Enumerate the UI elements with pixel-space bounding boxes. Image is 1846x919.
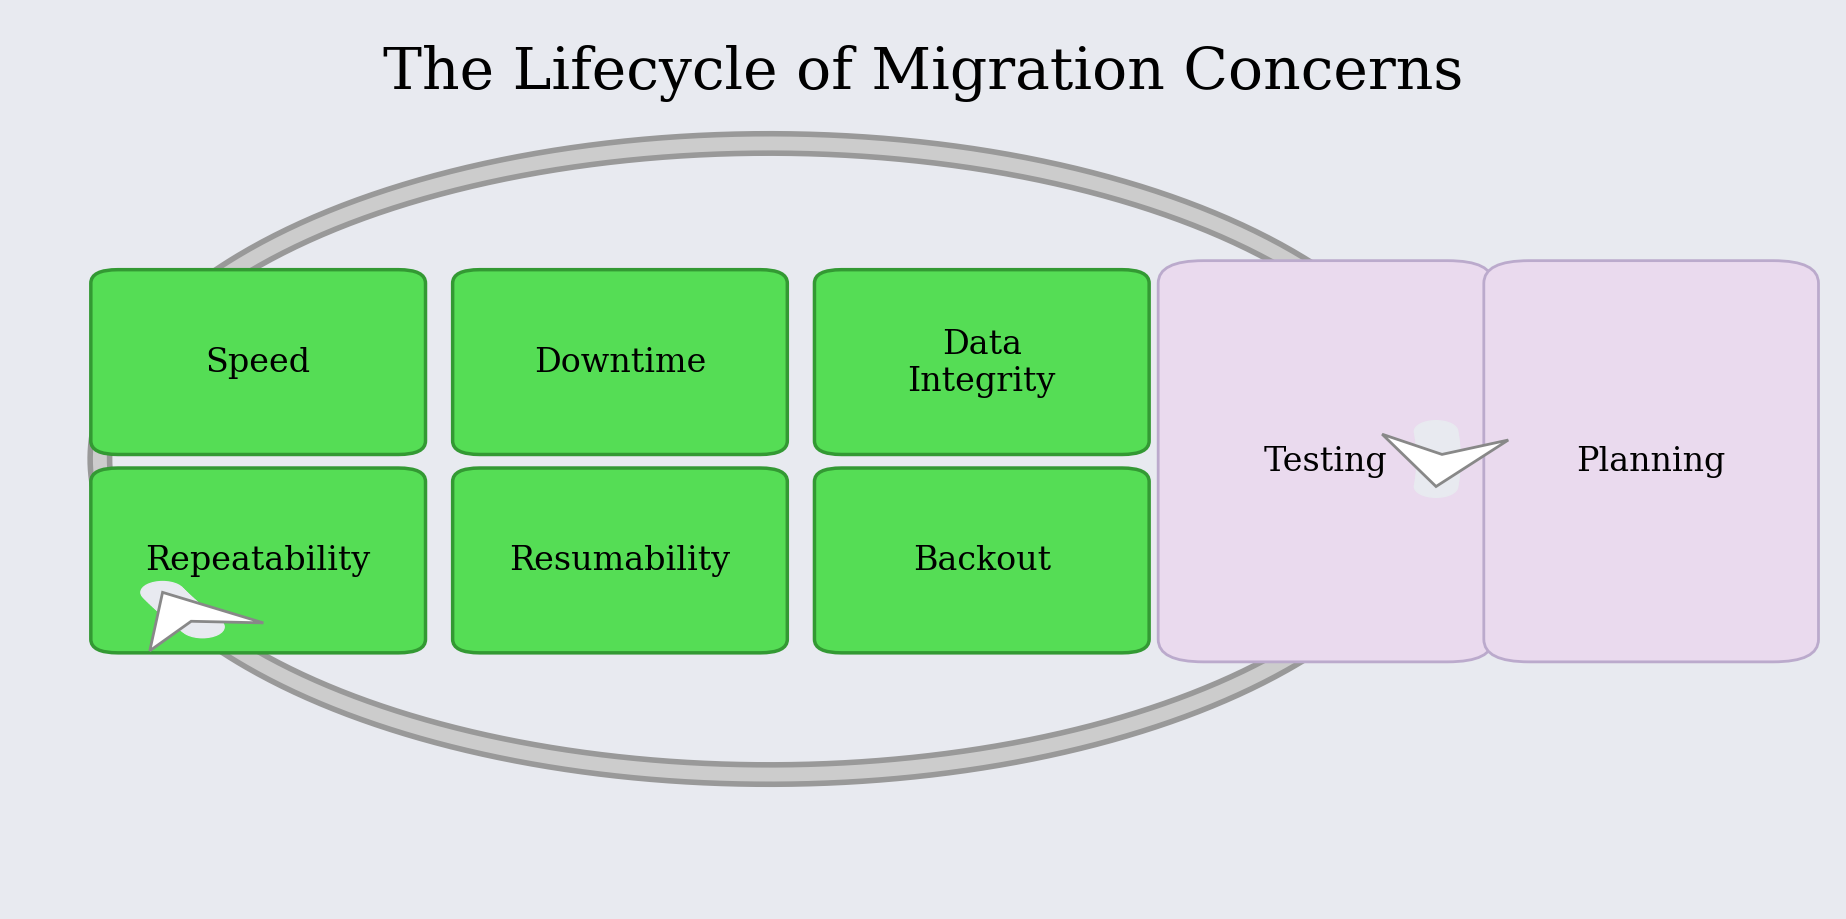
FancyBboxPatch shape [90, 469, 425, 653]
Circle shape [1416, 456, 1460, 478]
Circle shape [151, 591, 194, 613]
Circle shape [181, 617, 223, 638]
FancyBboxPatch shape [452, 270, 786, 455]
Text: Planning: Planning [1576, 446, 1726, 478]
Text: The Lifecycle of Migration Concerns: The Lifecycle of Migration Concerns [382, 45, 1464, 102]
Circle shape [159, 598, 201, 620]
Circle shape [1418, 450, 1460, 471]
Circle shape [172, 609, 214, 631]
Circle shape [140, 582, 185, 604]
Circle shape [1416, 430, 1458, 451]
Circle shape [168, 606, 210, 628]
Circle shape [1416, 441, 1460, 463]
Circle shape [142, 584, 186, 606]
Circle shape [1414, 424, 1458, 446]
Circle shape [148, 589, 192, 611]
Circle shape [170, 607, 212, 630]
FancyBboxPatch shape [452, 469, 786, 653]
Text: Testing: Testing [1265, 446, 1388, 478]
Circle shape [153, 593, 196, 615]
Circle shape [179, 615, 222, 636]
Circle shape [1416, 433, 1460, 454]
Circle shape [1416, 465, 1460, 486]
Circle shape [174, 611, 218, 632]
Circle shape [1416, 459, 1460, 481]
Text: Resumability: Resumability [509, 545, 731, 577]
Text: Data
Integrity: Data Integrity [908, 328, 1056, 397]
Circle shape [162, 602, 207, 624]
FancyBboxPatch shape [814, 270, 1148, 455]
Circle shape [1414, 476, 1458, 498]
Circle shape [175, 613, 220, 634]
Text: Speed: Speed [205, 346, 310, 379]
FancyBboxPatch shape [814, 469, 1148, 653]
Circle shape [146, 587, 190, 609]
Circle shape [1418, 453, 1460, 474]
FancyBboxPatch shape [90, 270, 425, 455]
Circle shape [161, 600, 205, 622]
PathPatch shape [150, 593, 264, 651]
Circle shape [157, 596, 199, 618]
FancyBboxPatch shape [1484, 261, 1818, 662]
Text: Backout: Backout [912, 545, 1050, 577]
FancyBboxPatch shape [1157, 261, 1493, 662]
PathPatch shape [1383, 435, 1508, 487]
Circle shape [1414, 473, 1458, 495]
Circle shape [164, 604, 209, 626]
Text: Repeatability: Repeatability [146, 545, 371, 577]
Circle shape [1416, 438, 1460, 460]
Circle shape [1418, 448, 1460, 469]
Circle shape [1418, 445, 1460, 466]
Circle shape [155, 595, 198, 617]
Circle shape [1416, 471, 1458, 492]
Circle shape [1416, 436, 1460, 458]
Circle shape [1416, 468, 1458, 489]
Circle shape [1416, 427, 1458, 448]
Circle shape [1416, 461, 1460, 483]
Circle shape [144, 585, 188, 607]
Circle shape [1414, 421, 1458, 443]
Text: Downtime: Downtime [533, 346, 707, 379]
